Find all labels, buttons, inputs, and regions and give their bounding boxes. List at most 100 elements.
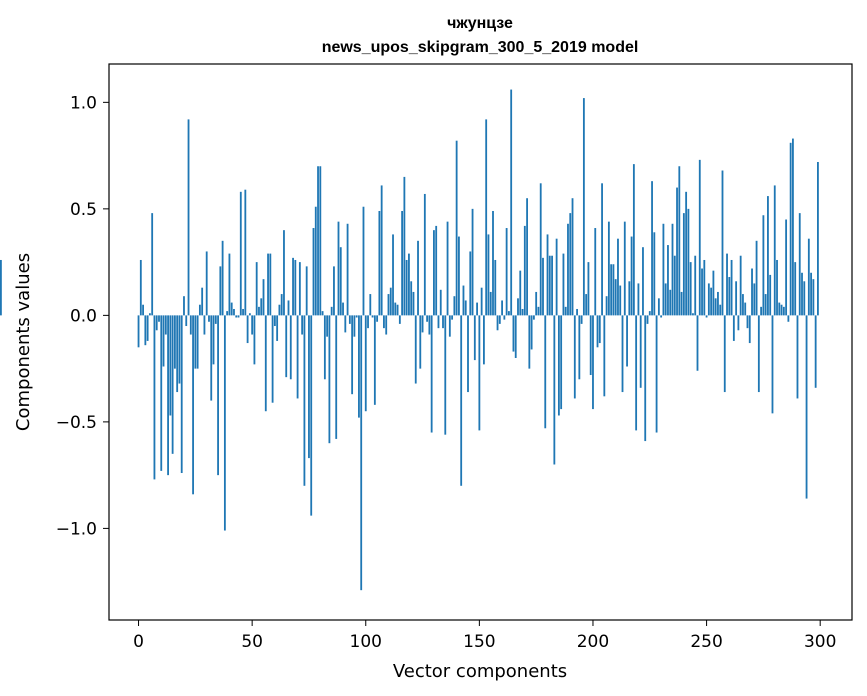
- bar: [501, 300, 503, 316]
- bar: [437, 315, 440, 329]
- bar: [373, 315, 376, 405]
- bar: [573, 315, 576, 399]
- bar: [771, 315, 774, 414]
- bar: [698, 159, 701, 316]
- bar: [614, 279, 617, 316]
- bar: [557, 315, 560, 416]
- bar: [646, 315, 649, 324]
- x-tick-label: 200: [577, 632, 609, 652]
- bar: [337, 221, 340, 316]
- bar: [505, 228, 508, 316]
- bar: [769, 274, 772, 316]
- bar: [455, 140, 458, 316]
- bar: [673, 255, 676, 316]
- bar: [219, 266, 222, 316]
- bar: [710, 287, 713, 316]
- bar: [458, 236, 460, 316]
- bar: [571, 198, 574, 316]
- bar: [705, 315, 708, 318]
- bar: [144, 315, 147, 346]
- bar: [398, 315, 401, 324]
- bar: [351, 315, 354, 395]
- bar: [635, 315, 638, 431]
- bar: [707, 283, 710, 316]
- bar: [378, 210, 381, 316]
- bar: [669, 289, 672, 316]
- bar: [701, 268, 703, 316]
- bar: [435, 225, 438, 316]
- bar: [330, 306, 333, 316]
- bar: [198, 304, 201, 316]
- x-tick-label: 0: [133, 632, 144, 652]
- bar: [289, 315, 292, 380]
- bar: [335, 315, 338, 439]
- bar: [0, 259, 2, 316]
- bar: [612, 264, 615, 316]
- bar: [687, 208, 690, 316]
- bar: [153, 315, 156, 480]
- bar: [310, 315, 313, 516]
- bar: [703, 259, 706, 316]
- bar: [553, 315, 556, 465]
- bar: [233, 308, 235, 316]
- bar: [476, 302, 478, 316]
- bar: [580, 315, 583, 324]
- bar: [162, 315, 165, 367]
- bar: [273, 315, 276, 327]
- bar: [537, 306, 540, 316]
- bar: [712, 270, 715, 316]
- bar: [278, 304, 281, 316]
- bar: [603, 315, 606, 397]
- bar: [544, 315, 547, 429]
- x-tick-label: 150: [463, 632, 495, 652]
- bar: [319, 166, 322, 316]
- y-tick-label: 0.0: [70, 306, 97, 326]
- bar: [657, 298, 660, 316]
- bar: [405, 259, 408, 316]
- bar: [355, 315, 358, 318]
- bar: [789, 142, 792, 316]
- bar: [507, 311, 510, 316]
- bar: [732, 315, 735, 341]
- bar: [526, 198, 528, 316]
- bar: [623, 221, 626, 316]
- bar: [585, 294, 588, 316]
- bar: [392, 234, 394, 316]
- bar: [487, 234, 490, 316]
- bar: [578, 315, 581, 380]
- bar: [723, 315, 726, 393]
- x-tick-label: 50: [241, 632, 263, 652]
- bar: [196, 315, 199, 369]
- bar: [453, 296, 456, 316]
- bar: [605, 296, 608, 316]
- bar: [226, 311, 229, 316]
- bar: [389, 287, 392, 316]
- bar: [562, 253, 565, 316]
- chart-title-line2: news_upos_skipgram_300_5_2019 model: [322, 39, 639, 56]
- bar: [321, 311, 324, 316]
- bar: [748, 315, 751, 344]
- bar: [228, 253, 231, 316]
- bar: [535, 291, 538, 316]
- bar: [328, 315, 331, 444]
- bar: [208, 315, 210, 322]
- bar: [192, 315, 194, 495]
- bar: [292, 257, 294, 316]
- bar: [428, 315, 431, 335]
- bar: [146, 315, 149, 341]
- bar: [189, 315, 192, 335]
- bar: [221, 240, 224, 316]
- bar: [717, 291, 719, 316]
- bar: [394, 302, 397, 316]
- bar: [433, 230, 435, 316]
- bar: [757, 315, 760, 393]
- bar: [294, 259, 297, 316]
- bar: [730, 259, 733, 316]
- bar: [576, 308, 578, 316]
- bar: [721, 170, 724, 316]
- bar: [308, 315, 310, 459]
- bar: [494, 259, 497, 316]
- bar: [223, 315, 226, 531]
- bar: [483, 315, 485, 365]
- bar: [551, 255, 553, 316]
